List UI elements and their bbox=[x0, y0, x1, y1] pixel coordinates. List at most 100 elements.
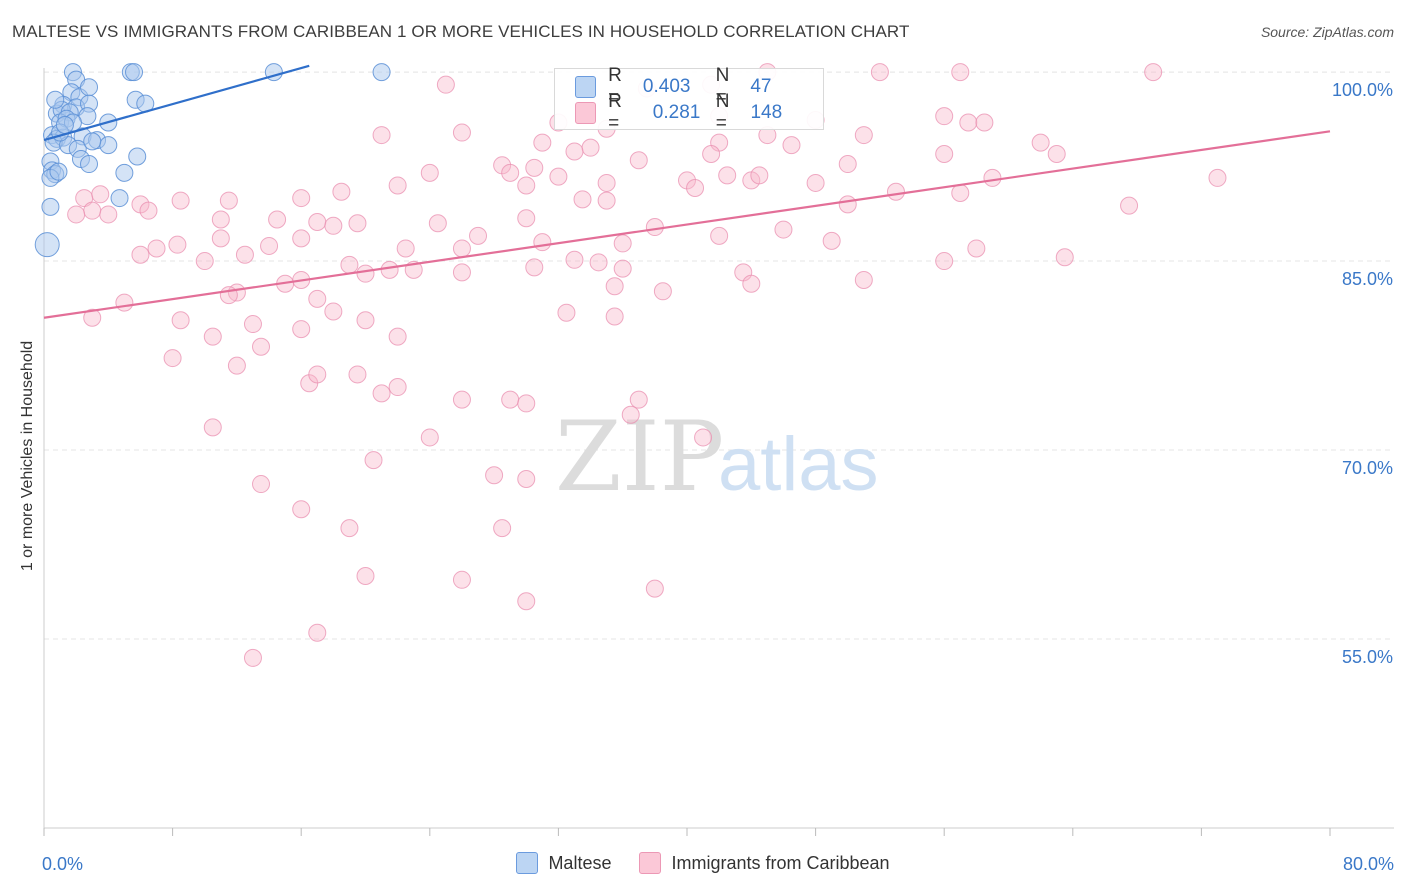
maltese-point bbox=[99, 136, 118, 155]
caribbean-point bbox=[308, 289, 327, 308]
caribbean-point bbox=[1031, 133, 1050, 152]
caribbean-point bbox=[517, 470, 536, 489]
caribbean-point bbox=[243, 315, 262, 334]
caribbean-point bbox=[597, 191, 616, 210]
caribbean-point bbox=[195, 252, 214, 271]
caribbean-point bbox=[268, 210, 287, 229]
caribbean-point bbox=[83, 308, 102, 327]
caribbean-point bbox=[388, 378, 407, 397]
caribbean-point bbox=[83, 201, 102, 220]
stats-row-maltese: R = 0.403 N = 47 bbox=[575, 65, 823, 108]
maltese-swatch bbox=[575, 76, 597, 98]
caribbean-point bbox=[292, 189, 311, 208]
caribbean-point bbox=[1055, 248, 1074, 267]
y-tick-label: 85.0% bbox=[1342, 269, 1393, 289]
caribbean-point bbox=[356, 264, 375, 283]
caribbean-point bbox=[702, 144, 721, 163]
caribbean-point bbox=[967, 239, 986, 258]
caribbean-point bbox=[710, 226, 729, 245]
maltese-point bbox=[34, 232, 60, 258]
caribbean-point bbox=[694, 428, 713, 447]
watermark-zip: ZIP bbox=[555, 401, 724, 513]
watermark-atlas: atlas bbox=[718, 422, 879, 507]
caribbean-point bbox=[227, 356, 246, 375]
maltese-point bbox=[83, 132, 102, 151]
caribbean-point bbox=[525, 158, 544, 177]
r-label: R = bbox=[608, 91, 622, 134]
maltese-r-value: 0.403 bbox=[642, 76, 691, 97]
caribbean-point bbox=[975, 113, 994, 132]
maltese-point bbox=[110, 189, 129, 208]
caribbean-point bbox=[886, 182, 905, 201]
stats-row-caribbean: R = 0.281 N = 148 bbox=[575, 91, 823, 134]
caribbean-point bbox=[517, 176, 536, 195]
caribbean-point bbox=[452, 123, 471, 142]
caribbean-point bbox=[171, 191, 190, 210]
maltese-trend-line bbox=[43, 64, 310, 142]
caribbean-point bbox=[308, 213, 327, 232]
caribbean-point bbox=[493, 519, 512, 538]
caribbean-point bbox=[806, 173, 825, 192]
maltese-point bbox=[55, 115, 74, 134]
caribbean-point bbox=[533, 133, 552, 152]
caribbean-point bbox=[501, 163, 520, 182]
caribbean-point bbox=[718, 166, 737, 185]
caribbean-point bbox=[163, 349, 182, 368]
caribbean-point bbox=[621, 405, 640, 424]
x-tick-label-min: 0.0% bbox=[42, 854, 83, 874]
n-label: N = bbox=[715, 65, 730, 108]
caribbean-point bbox=[308, 623, 327, 642]
caribbean-point bbox=[557, 303, 576, 322]
caribbean-point bbox=[645, 218, 664, 237]
maltese-point bbox=[49, 162, 68, 181]
caribbean-point bbox=[597, 173, 616, 192]
caribbean-point bbox=[139, 201, 158, 220]
caribbean-point bbox=[1047, 144, 1066, 163]
caribbean-point bbox=[959, 113, 978, 132]
caribbean-point bbox=[517, 394, 536, 413]
y-tick-label: 70.0% bbox=[1342, 458, 1393, 478]
caribbean-point bbox=[292, 229, 311, 248]
caribbean-point bbox=[219, 191, 238, 210]
caribbean-point bbox=[469, 226, 488, 245]
caribbean-point bbox=[452, 570, 471, 589]
legend-item-maltese[interactable]: Maltese bbox=[516, 852, 611, 874]
chart-source: Source: ZipAtlas.com bbox=[1260, 24, 1394, 40]
caribbean-point bbox=[645, 579, 664, 598]
caribbean-point bbox=[260, 236, 279, 255]
caribbean-point bbox=[324, 216, 343, 235]
caribbean-point bbox=[854, 126, 873, 145]
caribbean-point bbox=[686, 178, 705, 197]
caribbean-point bbox=[589, 253, 608, 272]
maltese-point bbox=[115, 163, 134, 182]
caribbean-point bbox=[91, 185, 110, 204]
n-label: N = bbox=[715, 91, 730, 134]
caribbean-point bbox=[340, 255, 359, 274]
caribbean-point bbox=[388, 176, 407, 195]
caribbean-point bbox=[782, 136, 801, 155]
stats-legend: R = 0.403 N = 47 R = 0.281 N = 148 bbox=[554, 65, 824, 134]
caribbean-point bbox=[501, 390, 520, 409]
caribbean-point bbox=[99, 205, 118, 224]
y-tick-label: 55.0% bbox=[1342, 647, 1393, 667]
maltese-point bbox=[125, 63, 144, 82]
caribbean-point bbox=[854, 270, 873, 289]
y-tick-label: 100.0% bbox=[1332, 80, 1393, 100]
caribbean-point bbox=[292, 500, 311, 519]
caribbean-swatch bbox=[575, 102, 597, 124]
legend-item-caribbean[interactable]: Immigrants from Caribbean bbox=[639, 852, 890, 874]
caribbean-point bbox=[573, 190, 592, 209]
caribbean-point bbox=[1120, 196, 1139, 215]
caribbean-point bbox=[67, 205, 86, 224]
r-label: R = bbox=[608, 65, 622, 108]
caribbean-point bbox=[252, 475, 271, 494]
caribbean-point bbox=[356, 567, 375, 586]
caribbean-point bbox=[308, 365, 327, 384]
caribbean-point bbox=[235, 245, 254, 264]
caribbean-point bbox=[935, 107, 954, 126]
maltese-point bbox=[41, 197, 60, 216]
caribbean-n-value: 148 bbox=[750, 102, 783, 123]
caribbean-trend-line bbox=[43, 130, 1331, 319]
caribbean-point bbox=[452, 263, 471, 282]
legend-label-maltese: Maltese bbox=[548, 852, 612, 873]
